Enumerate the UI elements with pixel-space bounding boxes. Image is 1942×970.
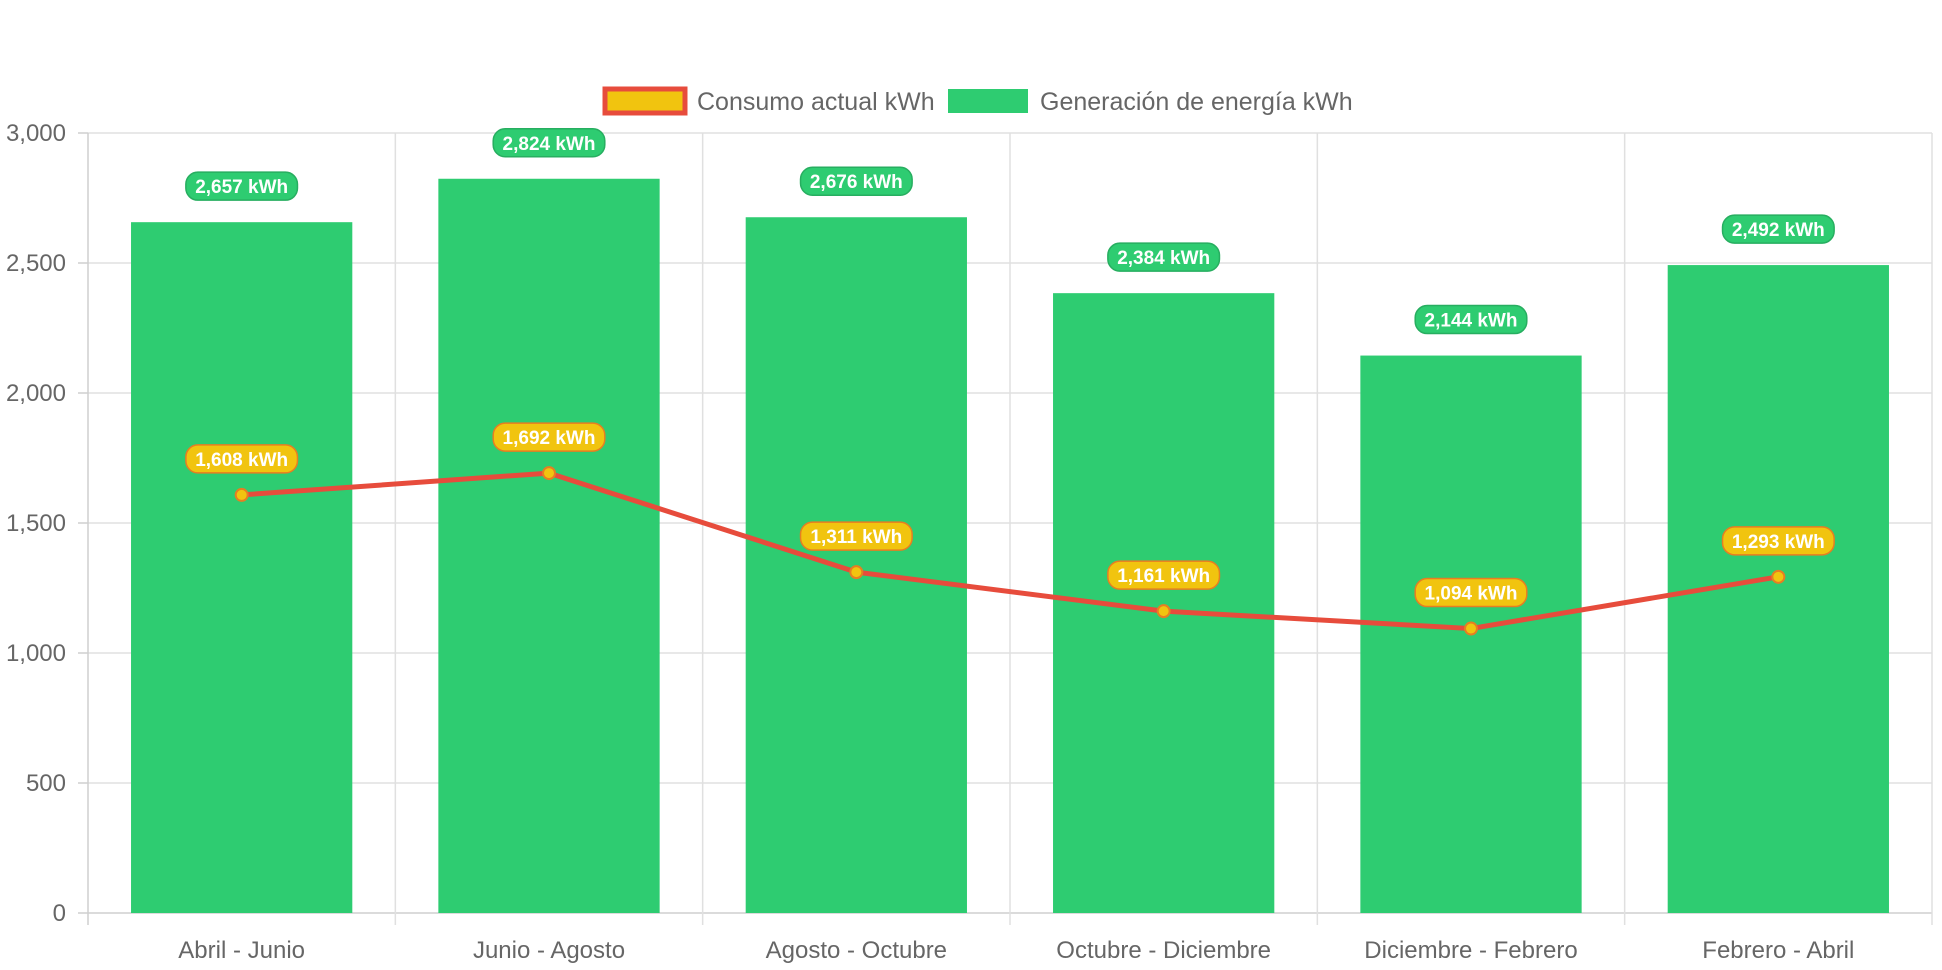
y-tick-label: 2,000 [6, 380, 66, 407]
line-consumo [241, 470, 1779, 632]
bar-data-label: 2,144 kWh [1414, 304, 1528, 335]
point-consumo [1464, 621, 1478, 636]
line-data-label: 1,094 kWh [1414, 577, 1528, 608]
line-data-label-bg [185, 444, 299, 474]
bar-data-label-text: 2,657 kWh [195, 177, 288, 198]
legend: Consumo actual kWh Generación de energía… [602, 86, 1353, 116]
line-data-label-bg [492, 422, 606, 452]
bar-data-label-bg [1107, 242, 1221, 272]
line-data-label-text: 1,094 kWh [1425, 584, 1518, 605]
line-data-label-bg [1414, 577, 1528, 608]
bar-data-label: 2,824 kWh [492, 128, 606, 158]
legend-label-generacion: Generación de energía kWh [1040, 88, 1353, 116]
line-data-label-bg [799, 521, 913, 551]
bar-data-label-bg [799, 166, 913, 196]
bar-generacion [438, 178, 660, 913]
bar-data-label-bg [492, 128, 606, 158]
x-tick-label: Diciembre - Febrero [1364, 937, 1577, 964]
bar-data-label-bg [185, 171, 299, 201]
x-tick-label: Febrero - Abril [1702, 937, 1854, 964]
line-data-label-bg [1721, 526, 1835, 556]
line-data-label: 1,608 kWh [185, 444, 299, 474]
line-data-label-text: 1,293 kWh [1732, 532, 1825, 553]
y-tick-label: 0 [53, 900, 66, 927]
x-tick-label: Agosto - Octubre [766, 937, 947, 964]
bar-data-label: 2,492 kWh [1721, 214, 1835, 244]
x-tick-label: Abril - Junio [178, 937, 305, 964]
legend-swatch-consumo [602, 86, 688, 116]
y-tick-label: 1,500 [6, 510, 66, 537]
bar-data-label-text: 2,384 kWh [1117, 248, 1210, 269]
legend-item-generacion[interactable]: Generación de energía kWh [948, 88, 1353, 116]
y-tick-label: 3,000 [6, 120, 66, 147]
y-tick-label: 1,000 [6, 640, 66, 667]
legend-swatch-generacion [948, 89, 1028, 113]
line-layer [234, 466, 1786, 636]
legend-label-consumo: Consumo actual kWh [697, 88, 935, 116]
bar-data-label-text: 2,492 kWh [1732, 220, 1825, 241]
point-consumo [234, 487, 249, 502]
line-data-label: 1,293 kWh [1721, 526, 1835, 556]
bar-data-label-text: 2,824 kWh [503, 134, 596, 155]
line-data-label-text: 1,161 kWh [1117, 566, 1210, 587]
point-consumo [542, 466, 556, 481]
bar-generacion [131, 222, 353, 913]
x-tick-label: Junio - Agosto [473, 937, 625, 964]
line-data-label-text: 1,311 kWh [810, 527, 902, 548]
y-tick-label: 500 [26, 770, 66, 797]
point-consumo [1771, 569, 1786, 584]
bar-data-label: 2,657 kWh [185, 171, 299, 201]
grid-layer [87, 132, 1933, 925]
axis-layer: 0 500 1,000 1,500 2,000 2,500 3,000 Abril - Jun… [6, 120, 1854, 964]
point-consumo [1156, 604, 1171, 619]
line-data-label: 1,161 kWh [1107, 560, 1221, 590]
line-data-label-bg [1107, 560, 1221, 590]
y-tick-label: 2,500 [6, 250, 66, 277]
bar-data-label: 2,676 kWh [799, 166, 913, 196]
bar-data-label-bg [1414, 304, 1528, 335]
bar-layer [131, 178, 1889, 914]
bar-data-label-text: 2,144 kWh [1425, 311, 1518, 332]
x-tick-label: Octubre - Diciembre [1056, 937, 1271, 964]
line-data-label-text: 1,692 kWh [503, 428, 596, 449]
line-data-label-text: 1,608 kWh [195, 450, 288, 471]
data-label-layer: 2,657 kWh 2,824 kWh 2,676 kWh 2,384 kWh 2,14… [185, 128, 1835, 608]
legend-item-consumo[interactable]: Consumo actual kWh [602, 86, 935, 116]
line-data-label: 1,692 kWh [492, 422, 606, 452]
bar-generacion [745, 217, 967, 914]
point-consumo [849, 565, 864, 580]
bar-data-label-bg [1721, 214, 1835, 244]
bar-data-label-text: 2,676 kWh [810, 172, 903, 193]
line-data-label: 1,311 kWh [799, 521, 913, 551]
bar-data-label: 2,384 kWh [1107, 242, 1221, 272]
